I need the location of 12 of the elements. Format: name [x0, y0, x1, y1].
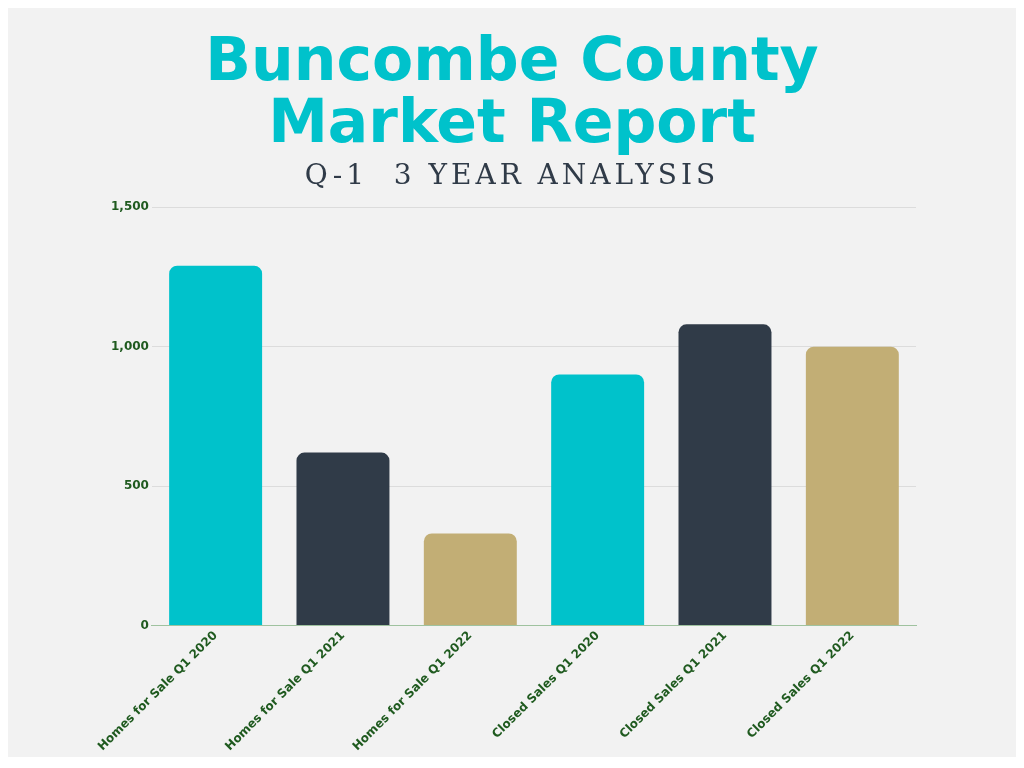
bar [805, 346, 899, 625]
bar [169, 265, 263, 625]
bar [551, 374, 645, 625]
y-tick-label: 1,500 [110, 199, 149, 214]
bar [423, 533, 517, 625]
chart-title: Buncombe County Market Report [204, 23, 820, 156]
bar [296, 452, 390, 625]
bar [678, 324, 772, 625]
y-tick-label: 0 [140, 617, 149, 632]
chart-subtitle: Q-1 3 YEAR ANALYSIS [303, 158, 721, 191]
y-tick-label: 500 [123, 478, 149, 493]
y-tick-label: 1,000 [110, 338, 149, 353]
